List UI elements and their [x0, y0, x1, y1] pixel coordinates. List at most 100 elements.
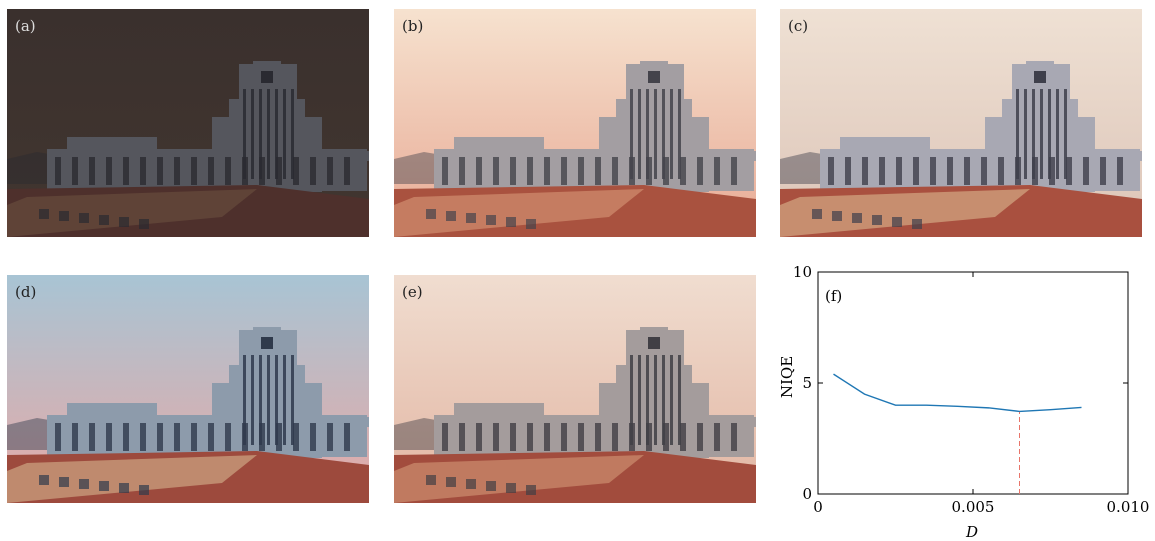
dormer-window — [426, 209, 436, 219]
dormer-window — [119, 217, 129, 227]
window-column — [697, 423, 703, 451]
dormer-window — [139, 219, 149, 229]
tower-window-column — [251, 355, 254, 445]
window-column — [72, 157, 78, 185]
window-column — [157, 157, 163, 185]
window-column — [276, 157, 282, 185]
tower-window-column — [630, 89, 633, 179]
tower-top — [640, 327, 668, 335]
window-column — [276, 423, 282, 451]
window-column — [947, 157, 953, 185]
tower-clock — [1034, 71, 1046, 83]
window-column — [459, 423, 465, 451]
window-column — [731, 423, 737, 451]
window-column — [714, 423, 720, 451]
tower-window-column — [1056, 89, 1059, 179]
niqe-series-line — [833, 373, 1082, 413]
tower-window-column — [1064, 89, 1067, 179]
dormer-window — [39, 209, 49, 219]
x-tick-label: 0.010 — [1107, 498, 1150, 516]
dormer-window — [99, 215, 109, 225]
building-right-block — [694, 151, 756, 161]
dormer-window — [526, 485, 536, 495]
window-column — [527, 423, 533, 451]
dormer-window — [119, 483, 129, 493]
y-tick-label: 0 — [802, 485, 812, 503]
y-tick-label: 10 — [793, 263, 812, 281]
dormer-window — [812, 209, 822, 219]
panel-d-photo: (d) — [7, 275, 369, 503]
tower-top — [253, 61, 281, 69]
dormer-window — [486, 481, 496, 491]
window-column — [89, 157, 95, 185]
window-column — [896, 157, 902, 185]
window-column — [493, 157, 499, 185]
window-column — [106, 157, 112, 185]
tower-top — [640, 61, 668, 69]
panel-b-label: (b) — [402, 17, 424, 35]
tower-clock — [261, 337, 273, 349]
window-column — [862, 157, 868, 185]
y-axis-label: NIQE — [778, 356, 796, 398]
panel-d-label: (d) — [15, 283, 37, 301]
window-column — [174, 423, 180, 451]
window-column — [157, 423, 163, 451]
building-right-block — [307, 151, 369, 161]
window-column — [578, 423, 584, 451]
building-photo-e — [394, 275, 756, 503]
window-column — [344, 157, 350, 185]
tower-window-column — [1048, 89, 1051, 179]
window-column — [293, 157, 299, 185]
window-column — [1066, 157, 1072, 185]
panel-e-photo: (e) — [394, 275, 756, 503]
window-column — [459, 157, 465, 185]
tower-top — [1026, 61, 1054, 69]
window-column — [140, 157, 146, 185]
y-axis-label-group: NIQE — [778, 356, 796, 398]
building-right-block — [307, 417, 369, 427]
window-column — [344, 423, 350, 451]
window-column — [680, 157, 686, 185]
dormer-window — [426, 475, 436, 485]
tower-window-column — [678, 355, 681, 445]
window-column — [544, 423, 550, 451]
window-column — [327, 157, 333, 185]
window-column — [561, 423, 567, 451]
tower-window-column — [283, 89, 286, 179]
tower-window-column — [251, 89, 254, 179]
tower-window-column — [670, 89, 673, 179]
roof-highlight — [7, 455, 257, 503]
tower-window-column — [646, 89, 649, 179]
dormer-window — [872, 215, 882, 225]
building-photo-a — [7, 9, 369, 237]
window-column — [123, 157, 129, 185]
tower-clock — [648, 71, 660, 83]
window-column — [879, 157, 885, 185]
dormer-window — [912, 219, 922, 229]
panel-b-photo: (b) — [394, 9, 756, 237]
dormer-window — [59, 477, 69, 487]
dormer-window — [892, 217, 902, 227]
dormer-window — [39, 475, 49, 485]
window-column — [310, 423, 316, 451]
tower-window-column — [670, 355, 673, 445]
window-column — [123, 423, 129, 451]
tower-window-column — [662, 89, 665, 179]
roof-highlight — [780, 189, 1030, 237]
window-column — [680, 423, 686, 451]
tower-clock — [261, 71, 273, 83]
window-column — [1083, 157, 1089, 185]
building-right-block — [1080, 151, 1142, 161]
window-column — [476, 157, 482, 185]
x-axis-label: D — [965, 523, 978, 541]
window-column — [510, 423, 516, 451]
window-column — [442, 157, 448, 185]
dormer-window — [466, 479, 476, 489]
window-column — [191, 157, 197, 185]
tower-window-column — [259, 355, 262, 445]
window-column — [208, 423, 214, 451]
window-column — [72, 423, 78, 451]
tower-window-column — [259, 89, 262, 179]
panel-c-photo: (c) — [780, 9, 1142, 237]
dormer-window — [486, 215, 496, 225]
